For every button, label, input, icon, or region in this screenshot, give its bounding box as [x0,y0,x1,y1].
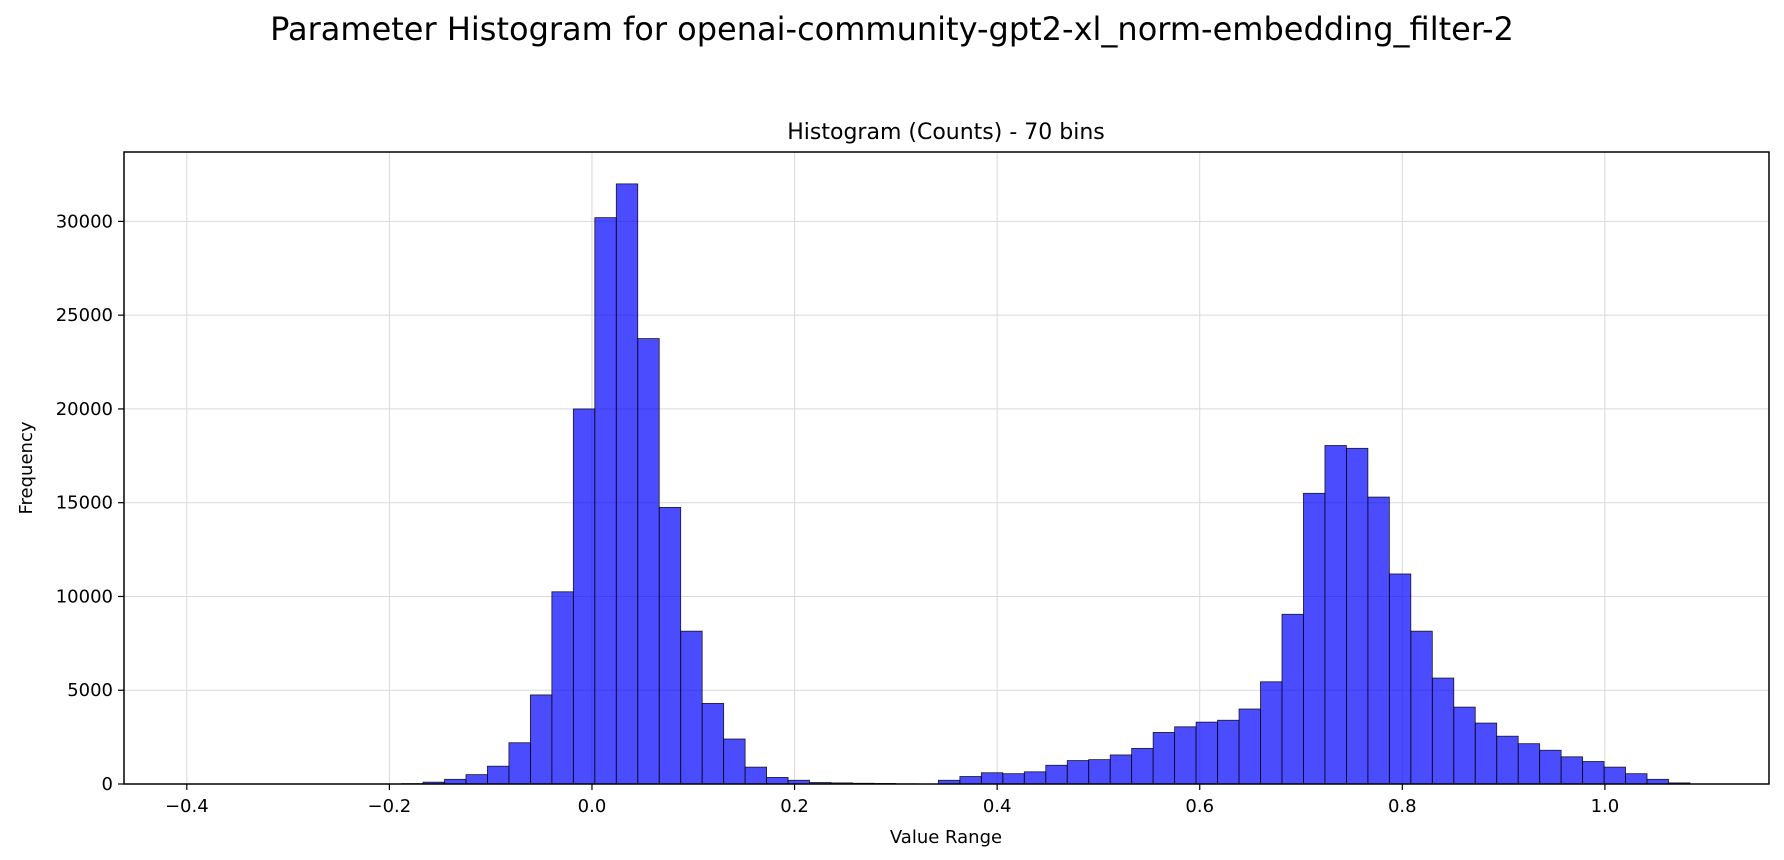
histogram-bar [1517,743,1541,785]
grid-lines [124,152,1769,785]
y-tick-label: 20000 [56,399,113,420]
histogram-bar [1388,573,1412,785]
histogram-bar [1560,756,1584,785]
histogram-bar [1367,496,1390,785]
histogram-bar [637,338,660,785]
histogram-bar [487,765,510,785]
histogram-bar [1152,732,1176,785]
histogram-bar [465,774,488,785]
x-tick-label: 0.4 [983,796,1012,817]
x-tick-label: −0.4 [165,796,209,817]
histogram-bar [1260,681,1283,785]
x-tick-label: −0.2 [368,796,412,817]
x-tick-label: 0.6 [1185,796,1214,817]
histogram-bar [680,630,703,785]
y-tick-label: 30000 [56,211,113,232]
histogram-bar [572,408,596,785]
y-axis-ticks: 0 5000 10000 15000 20000 25000 30000 [56,211,124,795]
histogram-bar [1410,630,1433,785]
plot-frame [123,151,1770,785]
y-tick-label: 0 [102,774,113,795]
histogram-bar [1582,761,1605,785]
histogram-bar [1346,447,1369,785]
histogram-bar [1238,708,1261,785]
histogram-bar [1109,754,1133,785]
histogram-bar [551,591,574,785]
x-tick-label: 0.8 [1388,796,1417,817]
figure-suptitle: Parameter Histogram for openai-community… [270,10,1514,48]
histogram-bar [1625,773,1648,785]
histogram-bar [701,702,725,785]
histogram-bar [1303,492,1326,785]
histogram-bar [508,742,531,785]
histogram-bar [980,772,1004,785]
histogram-bar [1002,773,1025,785]
y-tick-label: 15000 [56,493,113,514]
histogram-bar [529,694,553,785]
x-axis-label: Value Range [890,827,1002,848]
y-tick-label: 10000 [56,586,113,607]
histogram-bar [1539,749,1562,785]
x-tick-label: 0.0 [578,796,607,817]
x-tick-label: 0.2 [780,796,809,817]
histogram-bar [615,183,639,785]
histogram-bar [1474,722,1498,785]
histogram-bar [1088,759,1111,785]
histogram-bar [1324,445,1347,785]
y-axis-label: Frequency [16,421,37,514]
histogram-bar [1496,735,1519,785]
histogram-bar [1066,760,1090,785]
y-tick-label: 25000 [56,305,113,326]
histogram-bar [1281,613,1304,785]
histogram-bar [1023,771,1047,785]
axes-title: Histogram (Counts) - 70 bins [787,120,1104,145]
histogram-bar [1131,747,1154,785]
histogram-bar [1195,721,1218,785]
y-tick-label: 5000 [67,680,113,701]
x-axis-ticks: −0.4 −0.2 0.0 0.2 0.4 0.6 0.8 1.0 [165,784,1619,817]
histogram-bar [1431,677,1455,785]
histogram-bar [1603,766,1626,785]
histogram-bar [766,777,789,785]
histogram-bar [744,766,768,785]
histogram-bar [959,776,982,785]
x-tick-label: 1.0 [1591,796,1620,817]
histogram-bar [1174,726,1197,785]
histogram-bar [658,506,682,785]
histogram-bar [594,217,617,785]
histogram-bars [401,183,1691,785]
histogram-bar [723,738,746,785]
histogram-bar [1217,719,1240,785]
histogram-bar [1453,706,1476,785]
histogram-bar [1045,764,1068,785]
